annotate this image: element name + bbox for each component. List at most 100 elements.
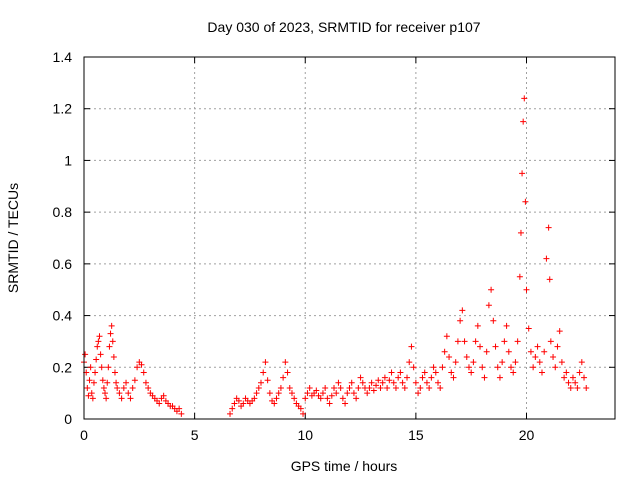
data-point [273, 395, 280, 402]
data-point [337, 384, 344, 391]
data-point [412, 379, 419, 386]
data-point [344, 390, 351, 397]
data-point [145, 384, 152, 391]
data-point [262, 359, 269, 366]
data-point [443, 333, 450, 340]
data-point [118, 395, 125, 402]
data-point [541, 348, 548, 355]
data-point [106, 343, 113, 350]
data-point [108, 322, 115, 329]
data-point [353, 395, 360, 402]
data-point [485, 302, 492, 309]
y-tick-label: 0.2 [53, 359, 73, 375]
data-point [527, 348, 534, 355]
data-point [421, 369, 428, 376]
data-point [333, 390, 340, 397]
x-axis-label: GPS time / hours [291, 458, 398, 474]
data-point [499, 359, 506, 366]
data-point [415, 390, 422, 397]
data-point [342, 400, 349, 407]
data-point [134, 364, 141, 371]
x-tick-label: 5 [191, 427, 199, 443]
data-point [89, 395, 96, 402]
data-point [370, 387, 377, 394]
axis-ticks: 0 5 10 15 20 0 0.2 0.4 0.6 0.8 1 1.2 1.4 [53, 49, 615, 443]
data-point [463, 353, 470, 360]
data-point [448, 369, 455, 376]
data-point [300, 410, 307, 417]
data-point [432, 369, 439, 376]
data-point [231, 400, 238, 407]
data-point [98, 364, 105, 371]
data-point [102, 390, 109, 397]
data-point [142, 379, 149, 386]
data-point [390, 379, 397, 386]
data-point [569, 374, 576, 381]
data-point [266, 390, 273, 397]
data-point [350, 390, 357, 397]
data-point [470, 359, 477, 366]
data-point [160, 392, 167, 399]
data-point [520, 118, 527, 125]
data-point [90, 379, 97, 386]
data-point [388, 369, 395, 376]
data-point [366, 384, 373, 391]
data-point [514, 338, 521, 345]
data-point [392, 384, 399, 391]
data-point [107, 330, 114, 337]
data-point [546, 276, 553, 283]
data-point [459, 307, 466, 314]
data-point [346, 384, 353, 391]
data-point [450, 374, 457, 381]
data-point [284, 369, 291, 376]
data-point [253, 390, 260, 397]
data-point [116, 390, 123, 397]
data-point [105, 364, 112, 371]
data-point [357, 374, 364, 381]
data-point [483, 348, 490, 355]
data-point [437, 384, 444, 391]
data-point [494, 364, 501, 371]
data-point [104, 379, 111, 386]
data-point [446, 353, 453, 360]
data-point [313, 387, 320, 394]
data-point [399, 379, 406, 386]
data-point [255, 384, 262, 391]
data-point [488, 286, 495, 293]
data-point [286, 384, 293, 391]
data-point [547, 338, 554, 345]
data-point [306, 384, 313, 391]
data-point [530, 364, 537, 371]
data-point [545, 224, 552, 231]
data-point [140, 369, 147, 376]
data-point [86, 377, 93, 384]
data-point [563, 369, 570, 376]
data-point [109, 338, 116, 345]
data-point [410, 364, 417, 371]
data-point [435, 379, 441, 386]
data-point [401, 384, 408, 391]
data-point [452, 359, 459, 366]
data-point [110, 353, 117, 360]
data-point [384, 384, 391, 391]
data-point [576, 369, 583, 376]
data-point [348, 379, 355, 386]
y-tick-label: 0.6 [53, 256, 73, 272]
data-point [581, 374, 588, 381]
data-point [583, 384, 590, 391]
data-point [87, 364, 94, 371]
y-tick-label: 1.2 [53, 101, 73, 117]
data-point [408, 343, 415, 350]
grid [84, 57, 615, 419]
data-point [550, 353, 557, 360]
data-point [96, 333, 103, 340]
data-point [227, 410, 234, 417]
data-point [97, 351, 104, 358]
data-point [454, 338, 461, 345]
data-points [81, 95, 590, 417]
data-point [501, 338, 508, 345]
data-point [439, 364, 446, 371]
x-tick-label: 20 [519, 427, 535, 443]
data-point [176, 405, 183, 412]
data-point [419, 374, 426, 381]
